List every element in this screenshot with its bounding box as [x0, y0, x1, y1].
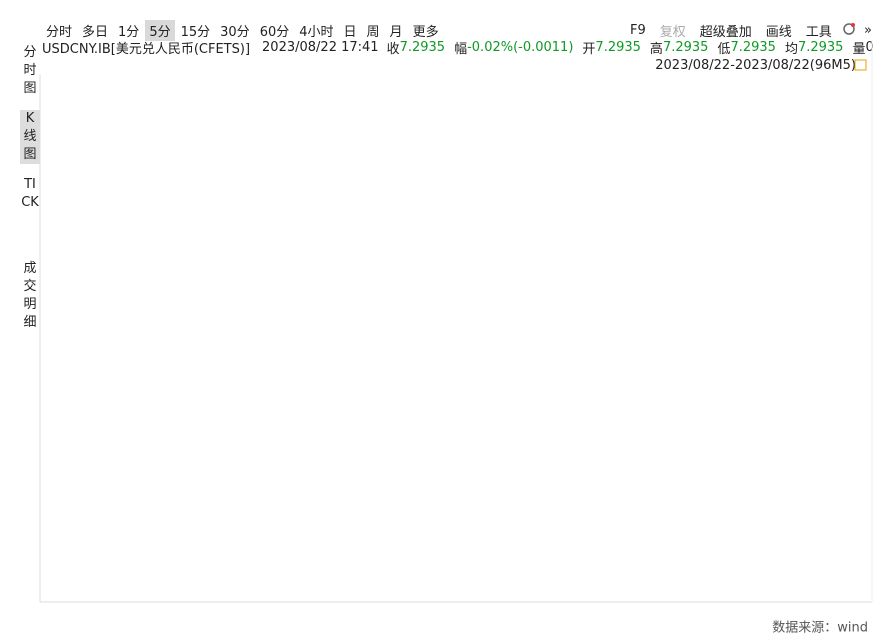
field-label: 收	[386, 42, 400, 57]
period-tab[interactable]: 周	[366, 25, 380, 40]
field-label: 幅	[454, 42, 468, 57]
quote-info: USDCNY.IB[美元兑人民币(CFETS)] 2023/08/22 17:4…	[42, 38, 883, 57]
period-tab[interactable]: 月	[389, 25, 403, 40]
tool-bar: F9复权超级叠加画线工具7.2967.297.2847.2787.2727.26…	[626, 20, 892, 620]
field-label: 低	[717, 42, 731, 57]
side-tab[interactable]: 成交明细	[23, 261, 37, 330]
range-row: 2023/08/22-2023/08/22(96M5)	[655, 58, 856, 73]
period-tab[interactable]: 15分	[180, 25, 211, 40]
field-value: 7.2935	[730, 40, 776, 55]
tool-button[interactable]: 超级叠加	[699, 25, 752, 40]
period-tabs: 分时 多日 1分 5分 15分 30分 60分 4小时日周月更多	[42, 20, 445, 41]
field-value: -0.02%(-0.0011)	[467, 40, 574, 55]
side-tab[interactable]: TICK	[21, 177, 39, 210]
field-label: 高	[649, 42, 663, 57]
datetime: 2023/08/22 17:41	[262, 40, 379, 55]
period-tab[interactable]: 1分	[118, 25, 140, 40]
side-tab[interactable]: 分时图	[23, 45, 37, 96]
period-tab[interactable]: 60分	[259, 25, 290, 40]
period-tab[interactable]: 多日	[82, 25, 109, 40]
lock-icon[interactable]	[854, 59, 867, 71]
period-tab[interactable]: 4小时	[299, 25, 334, 40]
more-icon[interactable]: »	[855, 23, 872, 38]
tool-button[interactable]: F9	[629, 23, 646, 38]
period-tab[interactable]: 5分	[145, 20, 175, 41]
period-tab[interactable]: 分时	[46, 25, 73, 40]
field-label: 均	[784, 42, 798, 57]
side-tab[interactable]: K线图	[20, 110, 40, 164]
field-value: 0	[865, 40, 874, 55]
footer: 数据来源：wind	[772, 621, 868, 636]
field-label: 开	[582, 42, 596, 57]
range: 2023/08/22-2023/08/22(96M5)	[655, 58, 856, 73]
tool-button[interactable]: 工具	[805, 25, 832, 40]
tool-button[interactable]: 复权	[659, 25, 686, 40]
field-value: 7.2935	[399, 40, 446, 55]
field-value: 7.2935	[797, 40, 844, 55]
field-value: 7.2935	[662, 40, 709, 55]
period-tab[interactable]: 30分	[220, 25, 250, 40]
field-value: 7.2935	[595, 40, 641, 55]
field-label: 量	[852, 42, 866, 57]
symbol: USDCNY.IB[美元兑人民币(CFETS)]	[42, 42, 251, 57]
period-tab[interactable]: 更多	[412, 25, 439, 40]
tool-button[interactable]: 画线	[765, 25, 792, 40]
period-tab[interactable]: 日	[343, 25, 357, 40]
